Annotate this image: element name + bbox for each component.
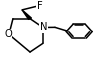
Text: N: N xyxy=(40,23,47,33)
Text: O: O xyxy=(4,29,12,39)
Text: F: F xyxy=(37,1,43,11)
Polygon shape xyxy=(22,10,32,19)
